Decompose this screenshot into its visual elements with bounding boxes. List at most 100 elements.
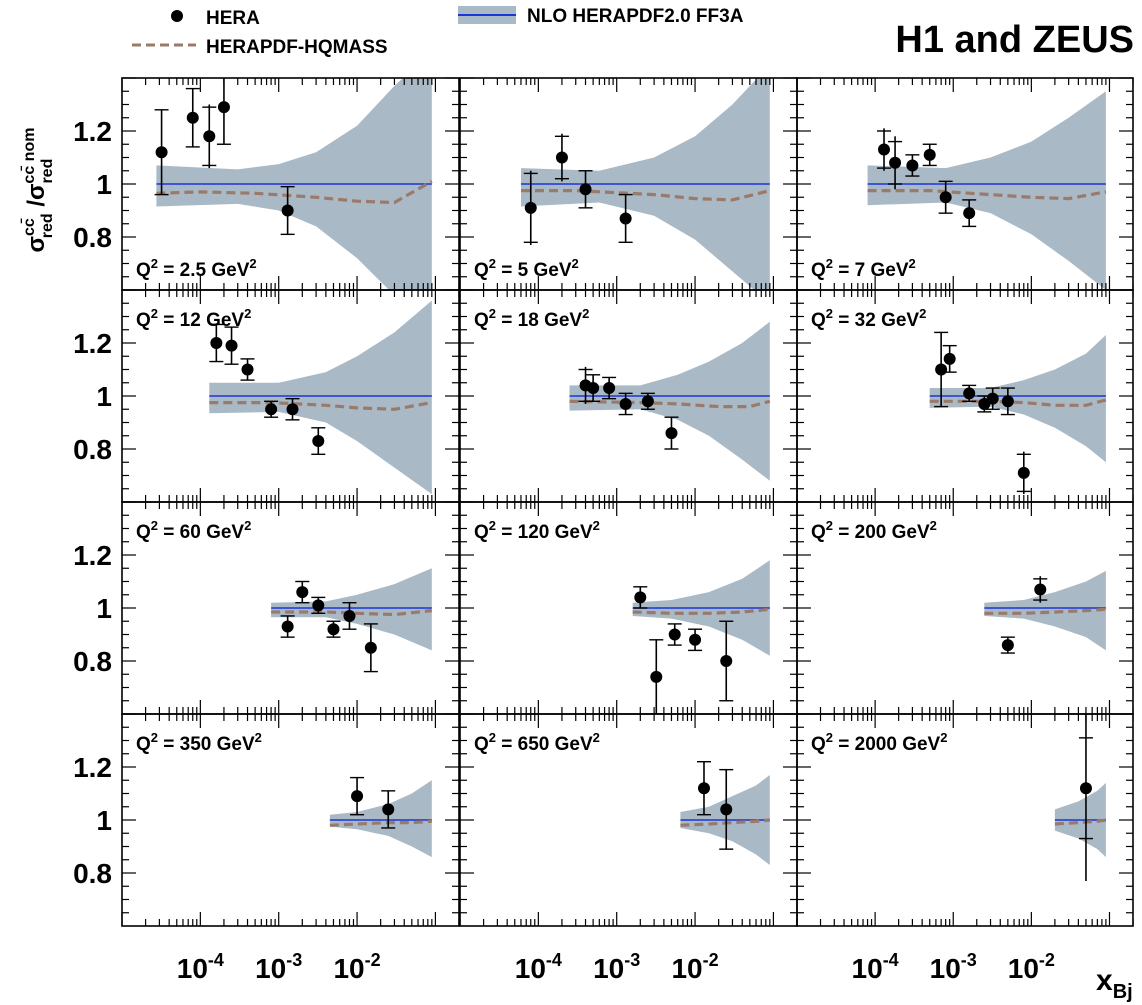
q2-label: Q2 = 12 GeV2 <box>136 306 251 331</box>
data-point <box>555 151 568 164</box>
data-point <box>286 403 299 416</box>
data-point <box>986 392 999 405</box>
uncertainty-band <box>867 91 1106 290</box>
data-point <box>312 599 325 612</box>
panel-plot-area <box>984 570 1107 654</box>
data-point <box>963 387 976 400</box>
panel-plot-area <box>929 331 1107 495</box>
data-point <box>619 397 632 410</box>
data-point <box>217 101 230 114</box>
data-point <box>186 111 199 124</box>
legend-label-dashed: HERAPDF-HQMASS <box>206 37 388 58</box>
data-point <box>720 655 733 667</box>
data-point <box>296 586 309 599</box>
y-tick-label: 0.8 <box>73 434 112 465</box>
data-point <box>203 130 216 143</box>
panel: Q2 = 200 GeV2 <box>796 501 1134 715</box>
x-tick-label: 10-4 <box>177 950 224 984</box>
x-tick-label: 10-2 <box>1008 950 1055 984</box>
y-tick-label: 1.2 <box>73 752 112 783</box>
x-tick-label: 10-3 <box>255 950 302 984</box>
hqmass-curve <box>1054 818 1107 826</box>
data-point <box>665 427 678 440</box>
hqmass-curve <box>521 189 771 202</box>
data-point <box>343 609 356 622</box>
panel-plot-area <box>329 776 432 858</box>
data-point <box>312 435 325 448</box>
data-point <box>943 352 956 365</box>
y-tick-label: 1.2 <box>73 328 112 359</box>
q2-label: Q2 = 18 GeV2 <box>474 306 589 331</box>
y-tick-label: 1 <box>96 381 112 412</box>
data-point <box>382 803 395 816</box>
data-point <box>889 156 902 169</box>
q2-label: Q2 = 5 GeV2 <box>474 256 579 281</box>
panel: Q2 = 5 GeV2 <box>459 77 798 291</box>
data-point <box>281 204 294 217</box>
data-point <box>327 623 340 636</box>
q2-label: Q2 = 120 GeV2 <box>474 518 600 543</box>
q2-label: Q2 = 7 GeV2 <box>811 256 916 281</box>
data-point <box>720 803 733 816</box>
q2-label: Q2 = 350 GeV2 <box>136 730 262 755</box>
panel-plot-area <box>632 560 770 714</box>
hqmass-curve <box>867 189 1107 201</box>
data-point <box>587 382 600 395</box>
panel: 10-4 10-3 10-2 Q2 = 2000 GeV2 <box>796 713 1134 984</box>
panel-plot-area <box>154 78 433 290</box>
x-tick-label: 10-3 <box>930 950 977 984</box>
q2-label: Q2 = 60 GeV2 <box>136 518 251 543</box>
panel: 10-4 10-3 10-2 Q2 = 650 GeV2 <box>459 713 798 984</box>
y-tick-label: 0.8 <box>73 858 112 889</box>
data-point <box>265 403 278 416</box>
q2-label: Q2 = 2.5 GeV2 <box>136 256 257 281</box>
y-axis-label: σcc̄red /σcc̄ nomred <box>19 128 56 253</box>
hqmass-curve <box>680 818 770 827</box>
data-point <box>155 146 168 159</box>
y-tick-label: 1 <box>96 593 112 624</box>
x-tick-label: 10-3 <box>593 950 640 984</box>
data-point <box>906 159 919 172</box>
data-point <box>878 143 891 156</box>
legend: HERA HERAPDF-HQMASS NLO HERAPDF2.0 FF3A <box>132 6 744 58</box>
uncertainty-band <box>929 335 1106 463</box>
data-point <box>641 395 654 408</box>
panel-plot-area <box>209 300 433 495</box>
panel: Q2 = 7 GeV2 <box>796 77 1134 291</box>
panel: 0.8 1 1.2 Q2 = 12 GeV2 <box>73 289 460 503</box>
panel: 0.8 1 1.2 10-4 10-3 10-2 Q2 = 350 GeV2 <box>73 713 460 984</box>
data-point <box>1034 583 1047 596</box>
data-point <box>1017 466 1030 479</box>
data-point <box>668 628 681 641</box>
data-point <box>281 620 294 633</box>
q2-label: Q2 = 200 GeV2 <box>811 518 937 543</box>
data-point <box>963 207 976 220</box>
legend-label-band: NLO HERAPDF2.0 FF3A <box>527 6 744 27</box>
uncertainty-band <box>569 321 770 481</box>
data-point <box>241 363 254 376</box>
data-point <box>364 641 377 654</box>
y-tick-label: 1 <box>96 169 112 200</box>
hqmass-curve <box>209 401 433 411</box>
data-point <box>697 782 710 795</box>
panel: 0.8 1 1.2 Q2 = 2.5 GeV2 <box>73 77 460 291</box>
q2-label: Q2 = 650 GeV2 <box>474 730 600 755</box>
data-point <box>939 191 952 204</box>
panel-plot-area <box>1054 714 1107 881</box>
uncertainty-band <box>329 780 432 858</box>
panel-grid: 0.8 1 1.2 Q2 = 2.5 GeV2 Q2 = 5 GeV2 Q2 = 7 Ge… <box>73 77 1134 984</box>
y-tick-label: 1.2 <box>73 116 112 147</box>
data-point <box>351 790 364 803</box>
q2-label: Q2 = 2000 GeV2 <box>811 730 947 755</box>
hqmass-curve <box>156 179 433 205</box>
panel: Q2 = 120 GeV2 <box>459 501 798 715</box>
legend-label-hera: HERA <box>206 8 260 29</box>
y-tick-label: 0.8 <box>73 646 112 677</box>
panel-plot-area <box>520 78 771 290</box>
data-point <box>689 633 702 646</box>
panel: Q2 = 18 GeV2 <box>459 289 798 503</box>
y-tick-label: 0.8 <box>73 222 112 253</box>
data-point <box>935 363 948 376</box>
uncertainty-band <box>209 300 432 495</box>
data-point <box>1001 395 1014 408</box>
